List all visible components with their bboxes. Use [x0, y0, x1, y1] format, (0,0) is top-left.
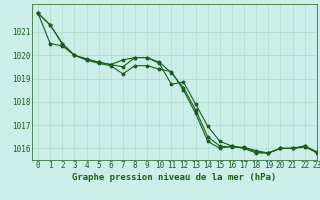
X-axis label: Graphe pression niveau de la mer (hPa): Graphe pression niveau de la mer (hPa) [72, 173, 276, 182]
